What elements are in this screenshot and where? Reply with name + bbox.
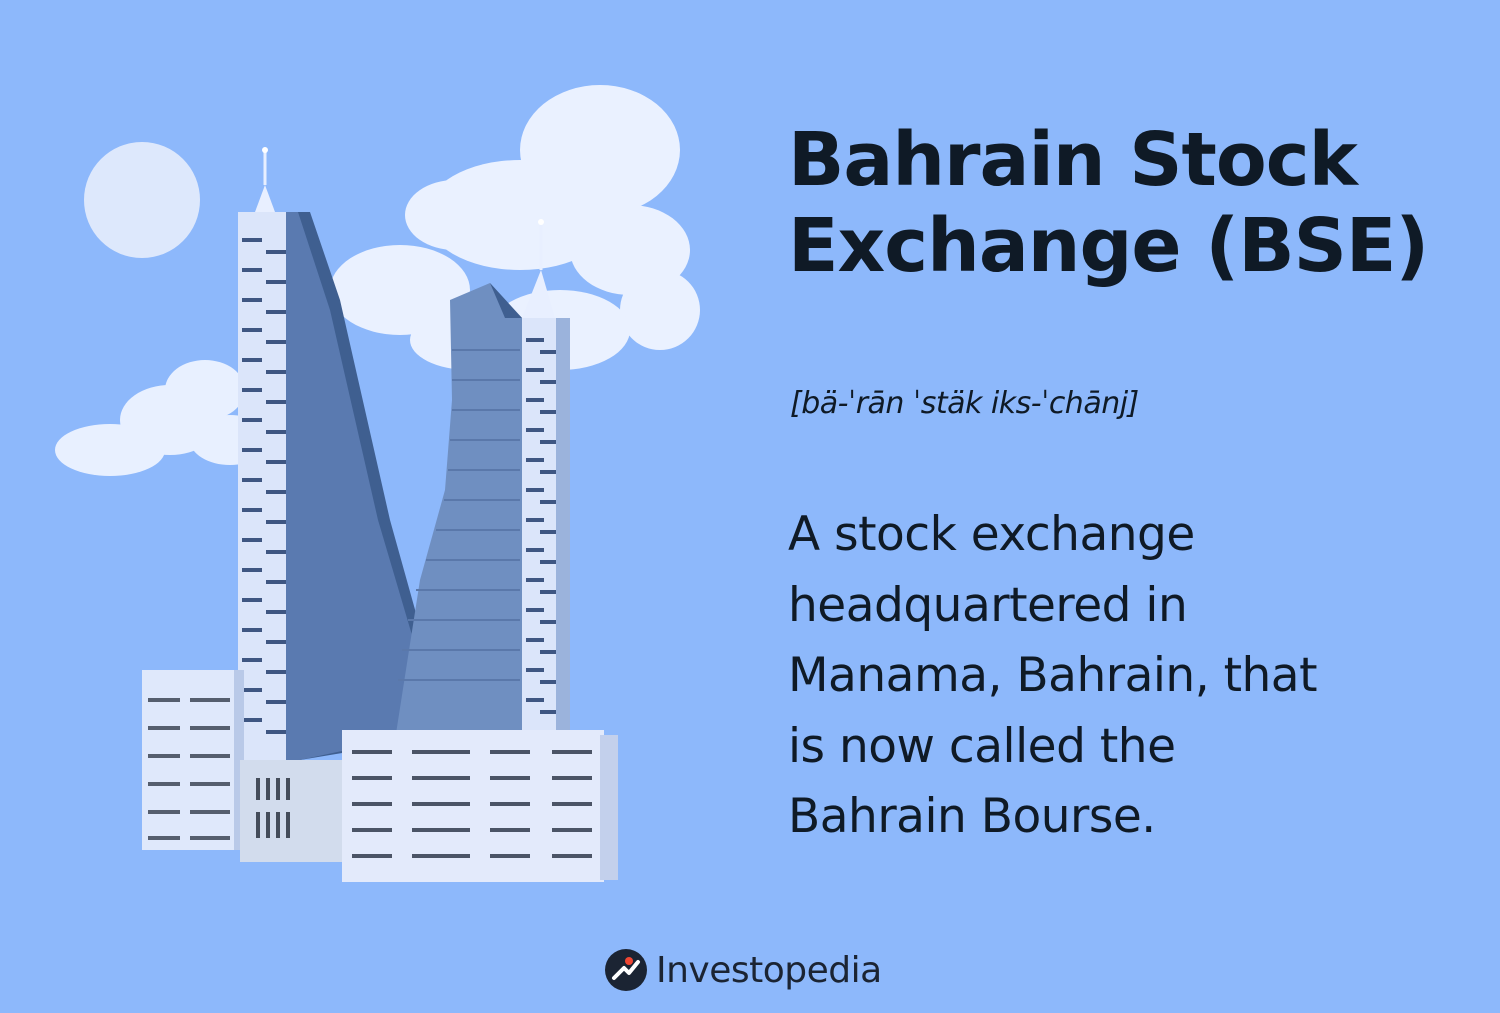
cloud-left xyxy=(55,360,270,476)
title-line-1: Bahrain Stock xyxy=(788,117,1358,203)
title-line-2: Exchange (BSE) xyxy=(788,202,1429,289)
low-building-middle xyxy=(240,760,344,862)
pronunciation-text: [bä-ˈrān ˈstäk iks-ˈchānj] xyxy=(790,386,1139,421)
definition-line-3: Manama, Bahrain, that xyxy=(788,648,1318,703)
right-tower-windows xyxy=(526,338,556,714)
right-tower xyxy=(395,283,570,740)
definition-line-2: headquartered in xyxy=(788,577,1188,633)
bahrain-towers-illustration xyxy=(55,85,700,882)
left-tower xyxy=(238,212,450,772)
definition-line-4: is now called the xyxy=(788,718,1176,774)
low-building-left xyxy=(142,670,244,850)
page-title: Bahrain Stock Exchange (BSE) xyxy=(788,117,1488,290)
spires xyxy=(255,147,555,318)
right-tower-facade xyxy=(398,349,520,681)
sun-circle xyxy=(84,142,200,258)
low-building-right xyxy=(342,730,618,882)
left-tower-windows xyxy=(242,238,286,734)
investopedia-logo-icon xyxy=(605,949,647,991)
definition-text: A stock exchange headquartered in Manama… xyxy=(788,500,1428,853)
definition-line-1: A stock exchange xyxy=(788,507,1195,562)
brand-name: Investopedia xyxy=(656,949,882,991)
investopedia-logo: Investopedia xyxy=(604,945,882,995)
definition-line-5: Bahrain Bourse. xyxy=(788,789,1156,844)
